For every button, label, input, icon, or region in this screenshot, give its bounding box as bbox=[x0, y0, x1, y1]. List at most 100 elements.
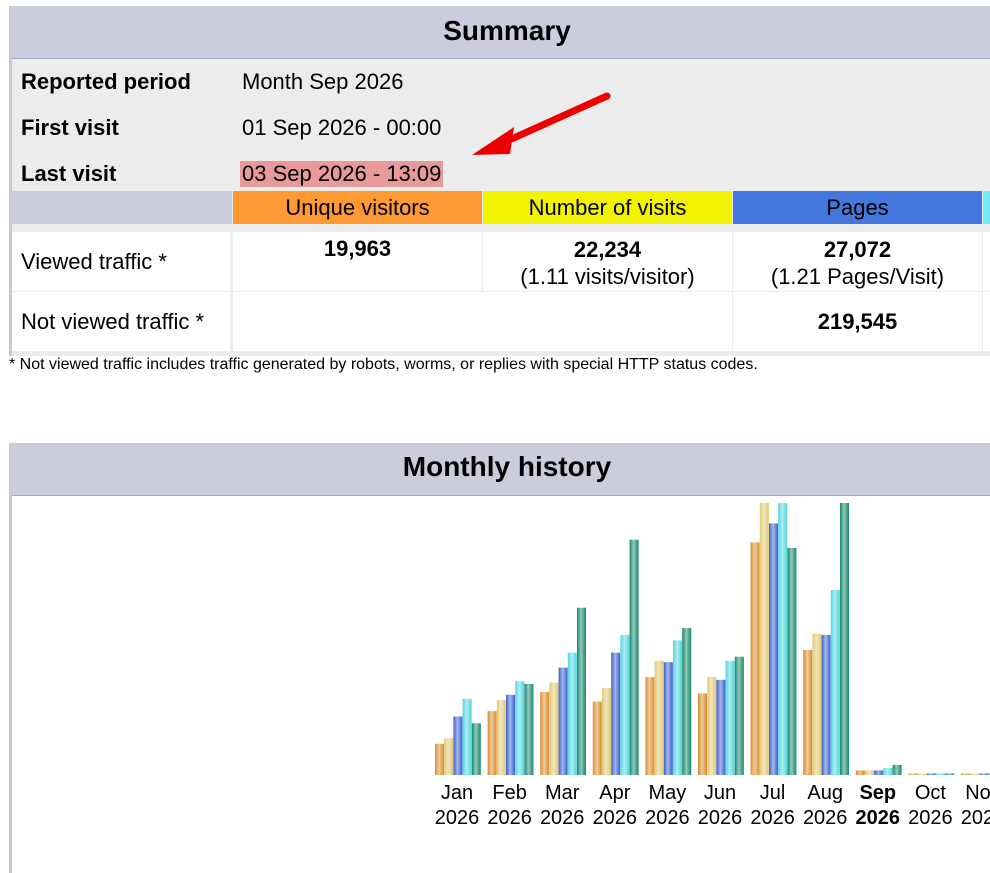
month-year: 2026 bbox=[802, 807, 848, 829]
bar-visits-oct-2026 bbox=[917, 773, 927, 775]
bar-hits-jul-2026 bbox=[778, 503, 788, 775]
viewed-visits-cell: 22,234 (1.11 visits/visitor) bbox=[483, 232, 732, 291]
bar-bandwidth-sep-2026 bbox=[892, 764, 902, 775]
bar-hits-feb-2026 bbox=[515, 681, 525, 775]
bar-visits-may-2026 bbox=[654, 660, 664, 775]
bar-pages-oct-2026 bbox=[926, 773, 936, 775]
not-viewed-empty-cell bbox=[233, 292, 732, 351]
first-visit-label: First visit bbox=[21, 115, 119, 140]
month-label-sep: Sep 2026 bbox=[852, 781, 904, 831]
bar-unique-jul-2026 bbox=[750, 542, 760, 775]
viewed-traffic-label: Viewed traffic * bbox=[12, 232, 230, 291]
bar-hits-oct-2026 bbox=[936, 773, 945, 775]
month-year: 2026 bbox=[645, 807, 690, 829]
viewed-pages-cell: 27,072 (1.21 Pages/Visit) bbox=[733, 232, 982, 291]
col-pages: Pages bbox=[733, 191, 982, 224]
bar-hits-apr-2026 bbox=[620, 634, 630, 775]
month-year: 2026 bbox=[697, 807, 743, 829]
bar-hits-nov-2026 bbox=[988, 773, 990, 775]
bar-bandwidth-may-2026 bbox=[682, 628, 692, 775]
bar-bandwidth-apr-2026 bbox=[629, 539, 639, 775]
viewed-hits-cell bbox=[983, 232, 990, 291]
bar-visits-feb-2026 bbox=[496, 700, 506, 775]
month-name: Mar bbox=[544, 782, 580, 804]
bar-bandwidth-oct-2026 bbox=[945, 773, 955, 775]
reported-period-value: Month Sep 2026 bbox=[242, 69, 404, 94]
month-name: Apr bbox=[599, 782, 631, 804]
month-name: Aug bbox=[807, 782, 843, 804]
bar-pages-feb-2026 bbox=[506, 694, 515, 775]
viewed-unique-visitors-cell: 19,963 bbox=[233, 232, 482, 291]
bar-unique-nov-2026 bbox=[961, 773, 970, 775]
last-visit-label: Last visit bbox=[21, 161, 117, 186]
month-name: May bbox=[648, 782, 687, 804]
bar-hits-aug-2026 bbox=[830, 590, 840, 775]
bar-hits-jan-2026 bbox=[462, 698, 472, 775]
month-year: 2026 bbox=[434, 807, 480, 829]
bar-bandwidth-feb-2026 bbox=[524, 683, 534, 775]
bar-unique-jun-2026 bbox=[698, 693, 707, 775]
month-label-jan: Jan 2026 bbox=[431, 781, 483, 831]
bar-unique-jan-2026 bbox=[435, 743, 444, 775]
bar-hits-mar-2026 bbox=[567, 652, 577, 775]
bar-pages-sep-2026 bbox=[874, 770, 884, 775]
viewed-visits: 22,234 bbox=[573, 237, 642, 262]
month-name: Oct bbox=[914, 782, 946, 804]
summary-title: Summary bbox=[12, 6, 990, 59]
bar-visits-apr-2026 bbox=[602, 688, 611, 775]
bar-visits-mar-2026 bbox=[549, 682, 559, 775]
month-name: Jan bbox=[440, 782, 474, 804]
bar-unique-apr-2026 bbox=[592, 701, 602, 775]
bar-bandwidth-jun-2026 bbox=[734, 656, 744, 775]
month-label-aug: Aug 2026 bbox=[799, 781, 851, 831]
viewed-pages-ratio: (1.21 Pages/Visit) bbox=[770, 264, 945, 289]
bar-bandwidth-jan-2026 bbox=[471, 723, 481, 775]
bar-hits-may-2026 bbox=[673, 640, 682, 775]
month-year: 2026 bbox=[592, 807, 638, 829]
bar-visits-jan-2026 bbox=[444, 738, 454, 775]
col-hits-partial bbox=[983, 191, 990, 224]
month-name: Feb bbox=[492, 782, 527, 804]
bar-unique-oct-2026 bbox=[908, 773, 918, 775]
first-visit-value: 01 Sep 2026 - 00:00 bbox=[242, 115, 442, 140]
month-label-may: May 2026 bbox=[641, 781, 693, 831]
month-name: Nov bbox=[965, 782, 990, 804]
bar-unique-sep-2026 bbox=[855, 770, 865, 775]
month-label-mar: Mar 2026 bbox=[536, 781, 588, 831]
not-viewed-hits-cell bbox=[983, 292, 990, 351]
month-year: 2026 bbox=[855, 807, 901, 829]
bar-visits-jul-2026 bbox=[759, 503, 769, 775]
month-label-oct: Oct 2026 bbox=[904, 781, 956, 831]
month-year: 2026 bbox=[908, 807, 953, 829]
month-name: Jul bbox=[759, 782, 786, 804]
monthly-history-title: Monthly history bbox=[12, 443, 990, 496]
bar-visits-aug-2026 bbox=[812, 633, 822, 775]
month-year: 2026 bbox=[750, 807, 795, 829]
bar-pages-nov-2026 bbox=[979, 773, 989, 775]
bar-visits-jun-2026 bbox=[707, 677, 717, 775]
viewed-pages: 27,072 bbox=[823, 237, 892, 262]
bar-pages-may-2026 bbox=[663, 662, 673, 775]
col-unique-visitors: Unique visitors bbox=[233, 191, 482, 224]
bar-unique-may-2026 bbox=[645, 677, 655, 775]
month-label-jun: Jun 2026 bbox=[694, 781, 746, 831]
month-year: 2026 bbox=[539, 807, 585, 829]
bar-pages-apr-2026 bbox=[611, 652, 621, 775]
bar-pages-mar-2026 bbox=[558, 667, 568, 775]
not-viewed-pages: 219,545 bbox=[817, 309, 898, 334]
header-spacer bbox=[12, 191, 232, 224]
col-number-of-visits: Number of visits bbox=[483, 191, 732, 224]
month-year: 2026 bbox=[960, 807, 990, 829]
month-label-jul: Jul 2026 bbox=[747, 781, 799, 831]
bar-unique-aug-2026 bbox=[803, 649, 813, 775]
bar-unique-feb-2026 bbox=[487, 711, 497, 775]
bar-pages-jun-2026 bbox=[716, 679, 726, 775]
not-viewed-traffic-label: Not viewed traffic * bbox=[12, 292, 230, 351]
bar-hits-sep-2026 bbox=[883, 767, 893, 775]
month-label-feb: Feb 2026 bbox=[484, 781, 536, 831]
footnote: * Not viewed traffic includes traffic ge… bbox=[9, 356, 758, 373]
bar-hits-jun-2026 bbox=[725, 660, 735, 775]
bar-bandwidth-aug-2026 bbox=[840, 503, 849, 775]
red-arrow-annotation bbox=[472, 92, 611, 155]
